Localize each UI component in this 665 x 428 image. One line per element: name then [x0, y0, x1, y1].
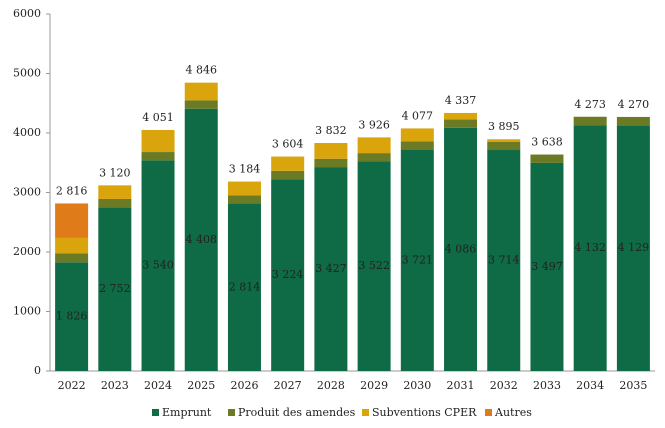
- bar-segment: [357, 161, 391, 371]
- legend-label: Autres: [494, 406, 532, 419]
- bar-segment: [227, 181, 261, 196]
- value-label: 3 522: [358, 259, 390, 272]
- bar-segment: [98, 198, 132, 208]
- value-label: 3 714: [488, 254, 520, 267]
- value-label: 3 540: [142, 259, 174, 272]
- value-label: 4 086: [445, 242, 477, 255]
- bar-segment: [271, 179, 305, 371]
- legend-swatch: [228, 409, 235, 416]
- total-label: 3 184: [229, 163, 261, 176]
- total-label: 4 270: [618, 98, 650, 111]
- legend-swatch: [362, 409, 369, 416]
- y-tick-label: 2000: [13, 245, 41, 258]
- bar-segment: [184, 100, 218, 109]
- value-label: 1 826: [56, 310, 88, 323]
- bar-segment: [98, 207, 132, 371]
- bar-segment: [357, 153, 391, 162]
- y-tick-label: 6000: [13, 7, 41, 20]
- bar-segment: [444, 127, 478, 372]
- bar-segment: [444, 112, 478, 120]
- bar-segment: [487, 139, 521, 142]
- bar-segment: [141, 152, 175, 161]
- bar-segment: [530, 162, 564, 371]
- y-tick-label: 3000: [13, 186, 41, 199]
- legend-swatch: [152, 409, 159, 416]
- total-label: 3 895: [488, 120, 520, 133]
- total-label: 4 337: [445, 94, 477, 107]
- bar-segment: [400, 128, 434, 142]
- total-label: 2 816: [56, 184, 88, 197]
- value-label: 4 132: [574, 241, 606, 254]
- total-label: 4 077: [402, 109, 434, 122]
- bar-segment: [141, 129, 175, 153]
- x-tick-label: 2032: [490, 379, 518, 392]
- legend-label: Produit des amendes: [238, 406, 356, 419]
- value-label: 3 427: [315, 262, 347, 275]
- bar-segment: [55, 262, 89, 371]
- bar-segment: [400, 149, 434, 371]
- total-label: 3 604: [272, 138, 304, 151]
- bar-segment: [271, 170, 305, 180]
- bar-segment: [314, 167, 348, 371]
- bar-segment: [55, 253, 89, 263]
- value-label: 2 752: [99, 282, 131, 295]
- bar-segment: [314, 142, 348, 159]
- y-tick-label: 4000: [13, 126, 41, 139]
- bar-segment: [487, 150, 521, 371]
- bar-segment: [314, 158, 348, 168]
- x-tick-label: 2022: [58, 379, 86, 392]
- x-tick-label: 2030: [403, 379, 431, 392]
- total-label: 3 926: [358, 118, 390, 131]
- bar-segment: [530, 154, 564, 163]
- total-label: 3 120: [99, 166, 131, 179]
- bar-segment: [271, 156, 305, 171]
- bar-segment: [55, 203, 89, 238]
- value-label: 3 497: [531, 260, 563, 273]
- value-label: 4 129: [618, 241, 650, 254]
- bar-segment: [444, 119, 478, 128]
- x-tick-label: 2029: [360, 379, 388, 392]
- bar-segment: [400, 141, 434, 150]
- x-tick-label: 2031: [447, 379, 475, 392]
- bar-segment: [184, 108, 218, 371]
- legend-label: Subventions CPER: [372, 406, 477, 419]
- x-tick-label: 2028: [317, 379, 345, 392]
- legend-swatch: [485, 409, 492, 416]
- legend-label: Emprunt: [162, 406, 212, 419]
- value-label: 4 408: [186, 233, 218, 246]
- total-label: 3 638: [531, 136, 563, 149]
- total-label: 4 273: [574, 98, 606, 111]
- bar-segment: [227, 203, 261, 371]
- total-label: 4 846: [186, 64, 218, 77]
- y-tick-label: 0: [34, 364, 41, 377]
- x-tick-label: 2026: [230, 379, 258, 392]
- bar-segment: [616, 125, 650, 372]
- total-label: 3 832: [315, 124, 347, 137]
- bar-segment: [357, 137, 391, 154]
- x-tick-label: 2035: [619, 379, 647, 392]
- x-tick-label: 2025: [187, 379, 215, 392]
- value-label: 3 721: [402, 253, 434, 266]
- bar-segment: [227, 195, 261, 204]
- x-tick-label: 2027: [274, 379, 302, 392]
- bar-segment: [573, 125, 607, 372]
- bar-segment: [184, 82, 218, 101]
- x-tick-label: 2034: [576, 379, 604, 392]
- bar-segment: [98, 185, 132, 199]
- bar-segment: [55, 237, 89, 254]
- x-tick-label: 2023: [101, 379, 129, 392]
- bar-segment: [141, 160, 175, 371]
- bar-segment: [573, 116, 607, 126]
- y-tick-label: 1000: [13, 305, 41, 318]
- value-label: 3 224: [272, 268, 304, 281]
- value-label: 2 814: [229, 280, 261, 293]
- bar-segment: [616, 116, 650, 126]
- x-tick-label: 2024: [144, 379, 172, 392]
- bar-segment: [487, 141, 521, 151]
- total-label: 4 051: [142, 111, 174, 124]
- x-tick-label: 2033: [533, 379, 561, 392]
- y-tick-label: 5000: [13, 67, 41, 80]
